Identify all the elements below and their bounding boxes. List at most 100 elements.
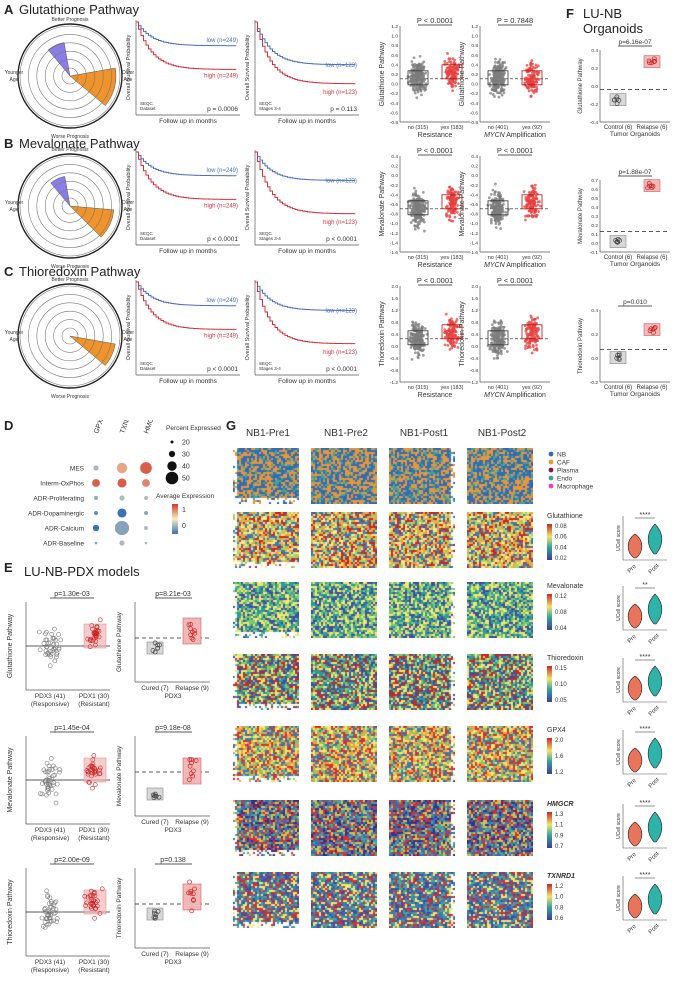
data-point bbox=[527, 320, 531, 324]
pvalue: p=1.45e-04 bbox=[54, 725, 90, 732]
data-point bbox=[539, 204, 543, 208]
data-point bbox=[531, 186, 535, 190]
data-point bbox=[493, 211, 497, 215]
data-point bbox=[537, 336, 541, 340]
data-point bbox=[494, 226, 498, 229]
data-point bbox=[449, 196, 453, 200]
y-tick: 0.4 bbox=[591, 48, 598, 54]
data-point bbox=[417, 344, 421, 348]
relapse-point bbox=[190, 891, 196, 897]
pdx3-point bbox=[54, 641, 59, 647]
pdx1-point bbox=[92, 906, 98, 912]
control-point bbox=[614, 101, 620, 106]
violin-ylabel: UCell score bbox=[616, 525, 622, 551]
control-point bbox=[615, 236, 621, 242]
control-point bbox=[616, 352, 622, 358]
x-category: Relapse (6) bbox=[636, 255, 667, 261]
y-tick: 0.0 bbox=[591, 84, 598, 90]
y-tick: -1.2 bbox=[470, 380, 479, 386]
data-point bbox=[452, 196, 456, 200]
data-point bbox=[421, 353, 425, 357]
y-tick: -0.4 bbox=[390, 101, 399, 107]
data-point bbox=[524, 339, 527, 343]
pdx1-point bbox=[90, 626, 95, 632]
data-point bbox=[413, 200, 417, 204]
color-legend-title: Average Expression bbox=[156, 493, 214, 500]
expression-dot bbox=[142, 479, 150, 487]
y-tick: 0.2 bbox=[391, 164, 398, 170]
radar-ring bbox=[53, 189, 87, 223]
x-category: Relapse (6) bbox=[636, 125, 667, 131]
celltype-legend-dot bbox=[548, 451, 554, 457]
expression-dot bbox=[144, 511, 148, 515]
data-point bbox=[496, 191, 500, 194]
data-point bbox=[499, 66, 503, 70]
spatial-map bbox=[233, 654, 299, 710]
pdx1-point bbox=[90, 900, 96, 906]
spatial-map bbox=[467, 512, 533, 568]
km-dataset: SEQC bbox=[259, 231, 273, 236]
cured-point bbox=[152, 649, 158, 655]
radar-left-label: Age bbox=[10, 337, 19, 343]
km-ylabel: Overall Survival Probability bbox=[126, 34, 132, 100]
size-legend-dot bbox=[168, 450, 176, 458]
data-point bbox=[526, 346, 530, 350]
spatial-map bbox=[233, 448, 299, 504]
panel-title-b: Mevalonate Pathway bbox=[19, 136, 140, 151]
data-point bbox=[421, 67, 425, 71]
spatial-map bbox=[467, 654, 533, 710]
data-point bbox=[493, 66, 497, 70]
relapse-point bbox=[189, 635, 195, 641]
data-point bbox=[420, 327, 424, 331]
radar-ring bbox=[61, 327, 79, 345]
pdx3-point bbox=[51, 780, 56, 785]
x-category: yes (183) bbox=[441, 385, 464, 391]
data-point bbox=[414, 189, 418, 193]
data-point bbox=[414, 335, 418, 339]
feature-colorbar bbox=[547, 524, 552, 560]
violin-pre bbox=[627, 675, 643, 701]
data-point bbox=[446, 52, 449, 55]
data-point bbox=[528, 68, 532, 72]
data-point bbox=[408, 206, 412, 210]
gene-label: GPX4 bbox=[93, 420, 106, 435]
data-point bbox=[494, 333, 497, 337]
pdx1-point bbox=[93, 769, 98, 774]
colorbar-tick: 0.9 bbox=[555, 833, 564, 839]
box bbox=[441, 64, 463, 80]
cured-point bbox=[152, 910, 157, 916]
y-tick: 0.6 bbox=[391, 53, 398, 59]
feature-name: Glutathione bbox=[547, 513, 583, 520]
data-point bbox=[417, 207, 420, 210]
pvalue: P < 0.0001 bbox=[497, 146, 533, 155]
panel-title-e: LU-NB-PDX models bbox=[24, 564, 140, 579]
data-point bbox=[532, 199, 536, 202]
data-point bbox=[502, 332, 505, 336]
x-category: PDX3 (41) bbox=[35, 959, 65, 966]
pdx3-point bbox=[47, 767, 53, 772]
data-point bbox=[413, 346, 416, 350]
y-tick: -0.8 bbox=[470, 212, 479, 218]
data-point bbox=[413, 327, 417, 331]
feature-colorbar bbox=[547, 666, 552, 702]
relapse-point bbox=[188, 890, 194, 896]
pdx3-point bbox=[44, 644, 50, 650]
strip-xlabel: MYCN Amplification bbox=[484, 132, 546, 139]
pdx3-point bbox=[51, 918, 56, 924]
data-point bbox=[422, 229, 426, 233]
celltype-legend-label: NB bbox=[557, 452, 566, 459]
strip-ylabel: Glutathione Pathway bbox=[379, 41, 386, 106]
y-tick: 1.0 bbox=[471, 34, 478, 40]
km-low-label: low (n=249) bbox=[206, 298, 238, 304]
data-point bbox=[414, 321, 418, 325]
data-point bbox=[413, 224, 417, 228]
data-point bbox=[489, 192, 493, 196]
y-tick: 0.8 bbox=[471, 320, 478, 326]
data-point bbox=[421, 190, 425, 194]
radar-outer-ring bbox=[17, 283, 123, 389]
data-point bbox=[535, 78, 539, 81]
x-subcategory: (Resistant) bbox=[78, 701, 109, 708]
data-point bbox=[419, 85, 422, 89]
